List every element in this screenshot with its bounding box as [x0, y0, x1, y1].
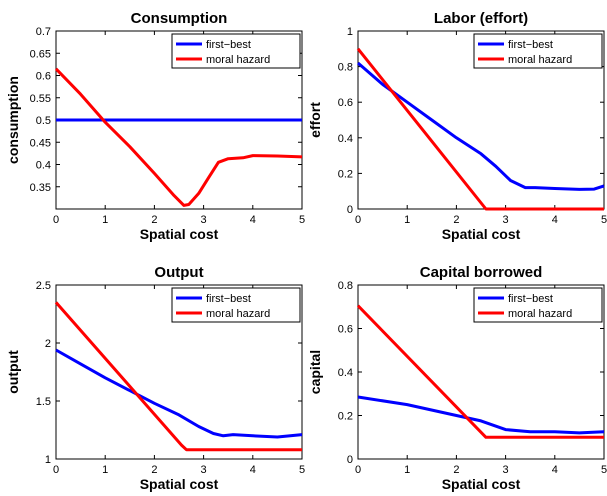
y-tick-label: 0.2: [338, 168, 353, 180]
series-lines: [54, 301, 303, 452]
axes: 0 1 2 3 4 511.522.5: [36, 280, 305, 476]
series-lines: [356, 47, 605, 211]
y-tick-label: 0.8: [338, 280, 353, 292]
legend: first−best moral hazard: [473, 287, 603, 323]
x-tick-label: 0: [355, 464, 361, 476]
legend: first−best moral hazard: [171, 287, 301, 323]
panel-labor-effort: Labor (effort) 0 1 2 3 4 5 0 0.2 0.4 0.6 0.8 1 firs…: [307, 10, 607, 242]
plot-frame: [357, 30, 605, 210]
y-tick-label: 0.6: [338, 97, 353, 109]
panel-title: Labor (effort): [434, 10, 528, 27]
x-tick-label: 5: [601, 214, 607, 226]
legend-box: [171, 287, 301, 323]
legend-box: [473, 33, 603, 69]
y-axis-label: capital: [307, 350, 323, 394]
legend-label: moral hazard: [508, 54, 572, 66]
series-line-first-best: [357, 61, 605, 191]
y-tick-label: 0.4: [338, 133, 353, 145]
x-tick-label: 1: [102, 214, 108, 226]
series-line-first-best: [357, 395, 605, 435]
legend-box: [473, 287, 603, 323]
x-tick-label: 2: [151, 464, 157, 476]
axes: 0 1 2 3 4 5 0.35 0.4 0.45 0.5 0.55 0.6 0.65 0.7: [30, 26, 305, 226]
y-tick-label: 0.45: [30, 137, 51, 149]
series-line-moral-hazard: [356, 47, 604, 211]
legend-box: [171, 33, 301, 69]
x-tick-label: 0: [53, 214, 59, 226]
series-lines: [356, 304, 605, 439]
x-tick-label: 5: [299, 464, 305, 476]
y-tick-label: 0.5: [36, 115, 51, 127]
x-tick-label: 1: [404, 464, 410, 476]
y-tick-label: 1: [45, 454, 51, 466]
y-tick-label: 0.55: [30, 93, 51, 105]
panel-consumption: Consumption 0 1 2 3 4 50.350.40.450.50.550.60…: [5, 10, 305, 242]
panel-title: Output: [154, 264, 203, 281]
y-tick-label: 1: [347, 26, 353, 38]
x-tick-label: 5: [299, 214, 305, 226]
y-tick-label: 0.7: [36, 26, 51, 38]
x-tick-label: 4: [250, 214, 256, 226]
y-tick-label: 1.5: [36, 396, 51, 408]
legend-label: first−best: [206, 39, 251, 51]
x-tick-label: 0: [355, 214, 361, 226]
x-tick-label: 4: [250, 464, 256, 476]
plot-frame: [55, 284, 303, 460]
y-tick-label: 0.4: [338, 367, 353, 379]
series-lines: [54, 67, 303, 207]
x-tick-label: 1: [404, 214, 410, 226]
y-axis-label: consumption: [5, 76, 21, 164]
legend-label: first−best: [508, 39, 553, 51]
y-tick-label: 0.8: [338, 62, 353, 74]
x-tick-label: 4: [552, 464, 558, 476]
panel-capital-borrowed: Capital borrowed 0 1 2 3 4 5 0 0.2 0.4 0.6 0.8 fir…: [307, 264, 607, 492]
series-line-moral-hazard: [54, 67, 303, 207]
x-tick-label: 4: [552, 214, 558, 226]
x-axis-label: Spatial cost: [442, 476, 521, 492]
x-tick-label: 3: [201, 464, 207, 476]
x-tick-label: 3: [503, 214, 509, 226]
y-tick-label: 0: [347, 204, 353, 216]
y-tick-label: 0.4: [36, 160, 51, 172]
y-axis-label: output: [5, 350, 21, 394]
x-tick-label: 5: [601, 464, 607, 476]
x-tick-label: 1: [102, 464, 108, 476]
y-tick-label: 0.35: [30, 182, 51, 194]
series-line-first-best: [55, 348, 303, 439]
y-axis-label: effort: [307, 102, 323, 138]
legend-label: moral hazard: [508, 308, 572, 320]
y-tick-label: 0.6: [338, 324, 353, 336]
y-tick-label: 2: [45, 338, 51, 350]
axes: 0 1 2 3 4 5 0 0.2 0.4 0.6 0.8: [338, 280, 607, 476]
x-tick-label: 2: [151, 214, 157, 226]
x-axis-label: Spatial cost: [442, 226, 521, 242]
legend: first−best moral hazard: [171, 33, 301, 69]
legend: first−best moral hazard: [473, 33, 603, 69]
panel-title: Consumption: [131, 10, 228, 27]
legend-label: first−best: [508, 293, 553, 305]
axes: 0 1 2 3 4 5 0 0.2 0.4 0.6 0.8 1: [338, 26, 607, 226]
legend-label: moral hazard: [206, 54, 270, 66]
legend-label: moral hazard: [206, 308, 270, 320]
series-line-moral-hazard: [54, 301, 302, 452]
panel-title: Capital borrowed: [420, 264, 543, 281]
x-axis-label: Spatial cost: [140, 226, 219, 242]
x-tick-label: 0: [53, 464, 59, 476]
x-tick-label: 2: [453, 464, 459, 476]
y-tick-label: 0.65: [30, 48, 51, 60]
y-tick-label: 0.6: [36, 71, 51, 83]
y-tick-label: 2.5: [36, 280, 51, 292]
x-tick-label: 2: [453, 214, 459, 226]
y-tick-label: 0.2: [338, 411, 353, 423]
x-tick-label: 3: [503, 464, 509, 476]
y-tick-label: 0: [347, 454, 353, 466]
legend-label: first−best: [206, 293, 251, 305]
x-tick-label: 3: [201, 214, 207, 226]
series-line-moral-hazard: [356, 304, 604, 439]
x-axis-label: Spatial cost: [140, 476, 219, 492]
